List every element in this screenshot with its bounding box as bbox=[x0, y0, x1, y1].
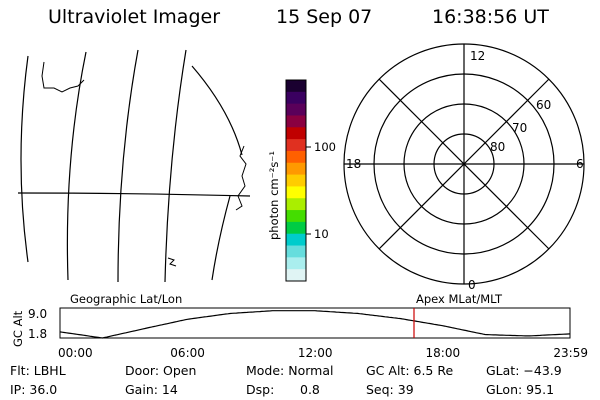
x-tick-label: 18:00 bbox=[426, 346, 461, 360]
ip-info: IP: 36.0 bbox=[10, 382, 58, 397]
colorbar-cell bbox=[286, 162, 306, 176]
colorbar-cell bbox=[286, 221, 306, 235]
glat-info: GLat: −43.9 bbox=[486, 363, 562, 378]
mlt-label-18: 18 bbox=[346, 157, 361, 171]
colorbar-cell bbox=[286, 103, 306, 116]
colorbar-tick-label-100: 100 bbox=[314, 140, 336, 154]
colorbar-cell bbox=[286, 233, 306, 247]
meridian-line bbox=[191, 65, 243, 156]
colorbar-cell bbox=[286, 139, 306, 152]
x-tick-label: 12:00 bbox=[298, 346, 333, 360]
colorbar-tick-label-10: 10 bbox=[314, 227, 329, 241]
mlt-label-0: 0 bbox=[468, 278, 476, 292]
filter-info: Flt: LBHL bbox=[10, 363, 66, 378]
lat-label-60: 60 bbox=[536, 98, 551, 112]
door-info: Door: Open bbox=[125, 363, 197, 378]
observation-time: 16:38:56 UT bbox=[432, 6, 549, 28]
orbit-panel: Geographic Lat/Lon Apex MLat/MLT GC Alt … bbox=[11, 292, 588, 360]
colorbar-axis-label: photon cm⁻²s⁻¹ bbox=[267, 151, 281, 240]
meridian-line bbox=[20, 55, 29, 263]
gain-info: Gain: 14 bbox=[125, 382, 178, 397]
apex-label: Apex MLat/MLT bbox=[416, 292, 503, 306]
colorbar-cell bbox=[286, 174, 306, 187]
colorbar-cell bbox=[286, 245, 306, 258]
x-tick-label: 23:59 bbox=[553, 346, 588, 360]
y-tick-label-9: 9.0 bbox=[28, 307, 47, 321]
polar-grid bbox=[343, 43, 585, 285]
lat-label-80: 80 bbox=[490, 140, 505, 154]
instrument-title: Ultraviolet Imager bbox=[48, 6, 221, 28]
colorbar-cell bbox=[286, 210, 306, 223]
observation-date: 15 Sep 07 bbox=[276, 6, 373, 28]
mlt-diagonal bbox=[378, 78, 550, 250]
mlt-label-12: 12 bbox=[470, 49, 485, 63]
colorbar-cell bbox=[286, 127, 306, 140]
colorbar-cell bbox=[286, 269, 306, 282]
meridian-line bbox=[164, 49, 187, 283]
meridian-line bbox=[211, 195, 231, 281]
mode-info: Mode: Normal bbox=[246, 363, 334, 378]
mlt-label-6: 6 bbox=[576, 157, 584, 171]
colorbar: 100 10 photon cm⁻²s⁻¹ bbox=[267, 79, 336, 282]
glon-info: GLon: 95.1 bbox=[486, 382, 555, 397]
gc-alt-info: GC Alt: 6.5 Re bbox=[366, 363, 454, 378]
dsp-label: Dsp: bbox=[246, 382, 275, 397]
geographic-map bbox=[17, 49, 251, 283]
gc-alt-series-line bbox=[59, 310, 571, 339]
coastline bbox=[167, 257, 177, 267]
latitude-line bbox=[17, 192, 251, 197]
colorbar-cell bbox=[286, 91, 306, 105]
colorbar-cell bbox=[286, 80, 306, 93]
lat-label-70: 70 bbox=[512, 121, 527, 135]
seq-info: Seq: 39 bbox=[366, 382, 414, 397]
geographic-label: Geographic Lat/Lon bbox=[70, 292, 182, 306]
x-tick-label: 06:00 bbox=[170, 346, 205, 360]
x-tick-label: 00:00 bbox=[58, 346, 93, 360]
y-axis-title: GC Alt bbox=[11, 310, 25, 347]
coastline bbox=[41, 61, 85, 93]
y-tick-label-1.8: 1.8 bbox=[28, 327, 47, 341]
colorbar-cell bbox=[286, 150, 306, 164]
meridian-line bbox=[117, 49, 139, 283]
colorbar-cell bbox=[286, 115, 306, 128]
polar-labels: 12 18 6 0 60 70 80 bbox=[346, 49, 584, 292]
dsp-value: 0.8 bbox=[300, 382, 320, 397]
colorbar-cell bbox=[286, 186, 306, 199]
colorbar-cell bbox=[286, 198, 306, 211]
plot-frame bbox=[59, 307, 571, 339]
colorbar-frame bbox=[285, 79, 307, 282]
coastline bbox=[235, 145, 247, 211]
colorbar-cell bbox=[286, 257, 306, 270]
meridian-line bbox=[66, 51, 87, 281]
